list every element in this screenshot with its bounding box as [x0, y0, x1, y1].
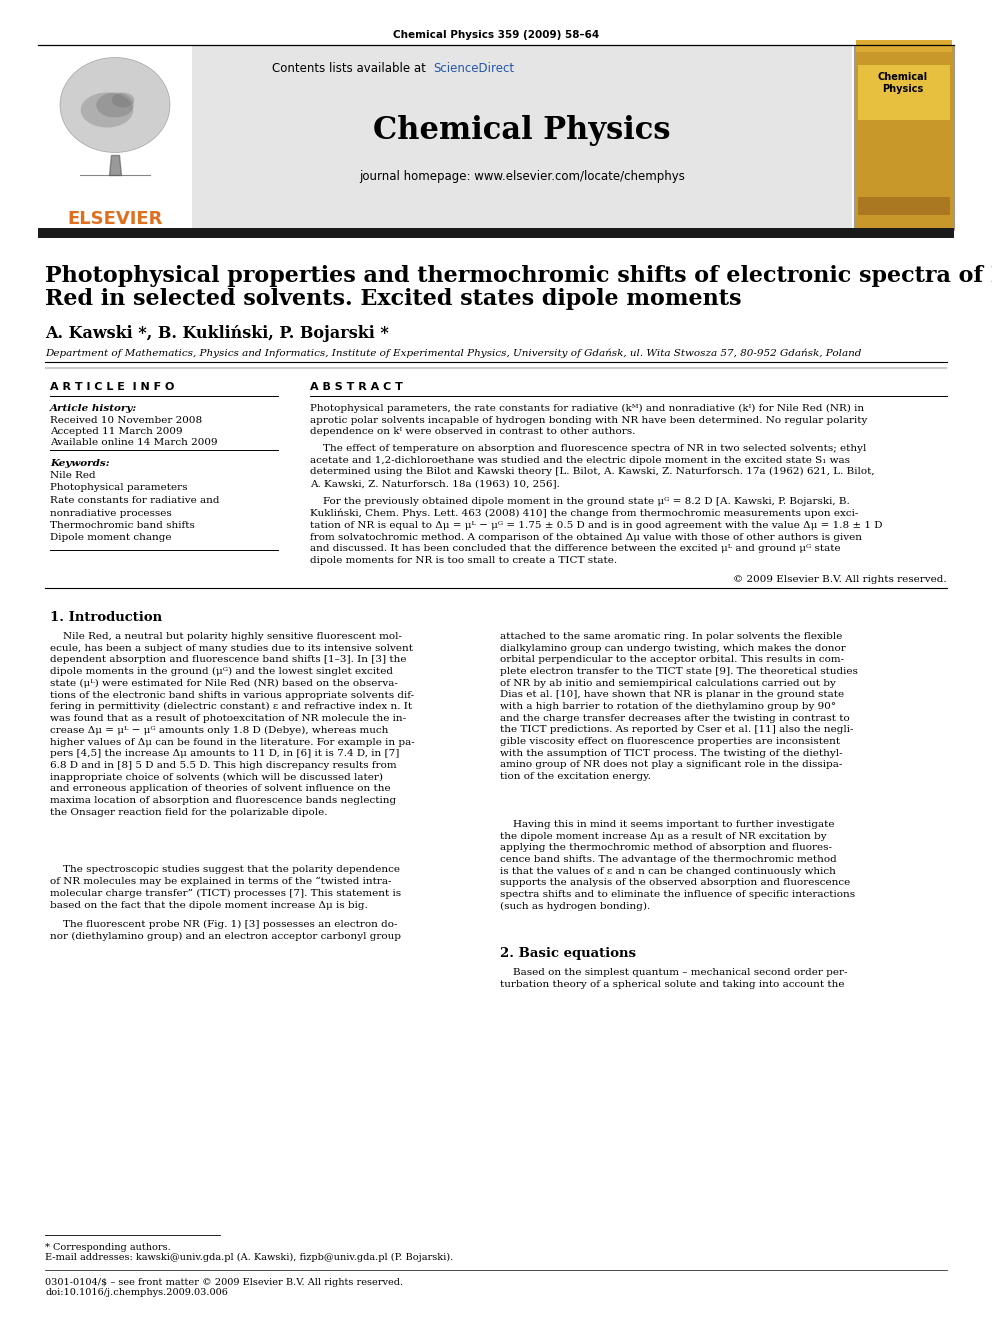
Text: Thermochromic band shifts: Thermochromic band shifts	[50, 521, 194, 531]
Text: attached to the same aromatic ring. In polar solvents the flexible
dialkylamino : attached to the same aromatic ring. In p…	[500, 632, 858, 781]
Text: Article history:: Article history:	[50, 404, 137, 413]
Text: ScienceDirect: ScienceDirect	[433, 62, 514, 75]
Text: Received 10 November 2008: Received 10 November 2008	[50, 415, 202, 425]
Ellipse shape	[96, 93, 134, 118]
Ellipse shape	[60, 57, 170, 152]
Text: E-mail addresses: kawski@univ.gda.pl (A. Kawski), fizpb@univ.gda.pl (P. Bojarski: E-mail addresses: kawski@univ.gda.pl (A.…	[45, 1253, 453, 1262]
Text: For the previously obtained dipole moment in the ground state μᴳ = 8.2 D [A. Kaw: For the previously obtained dipole momen…	[310, 497, 883, 565]
Text: Red in selected solvents. Excited states dipole moments: Red in selected solvents. Excited states…	[45, 288, 741, 310]
Text: The fluorescent probe NR (Fig. 1) [3] possesses an electron do-
nor (diethylamin: The fluorescent probe NR (Fig. 1) [3] po…	[50, 919, 401, 941]
Text: Having this in mind it seems important to further investigate
the dipole moment : Having this in mind it seems important t…	[500, 820, 855, 910]
Text: The effect of temperature on absorption and fluorescence spectra of NR in two se: The effect of temperature on absorption …	[310, 445, 875, 488]
Text: Photophysical parameters: Photophysical parameters	[50, 483, 187, 492]
Text: Chemical Physics: Chemical Physics	[373, 115, 671, 146]
Text: doi:10.1016/j.chemphys.2009.03.006: doi:10.1016/j.chemphys.2009.03.006	[45, 1289, 228, 1297]
Bar	[192, 45, 852, 230]
Text: A B S T R A C T: A B S T R A C T	[310, 382, 403, 392]
Text: nonradiative processes: nonradiative processes	[50, 508, 172, 517]
Text: 0301-0104/$ – see front matter © 2009 Elsevier B.V. All rights reserved.: 0301-0104/$ – see front matter © 2009 El…	[45, 1278, 403, 1287]
Text: ELSEVIER: ELSEVIER	[67, 210, 163, 228]
Text: 1. Introduction: 1. Introduction	[50, 611, 162, 624]
Text: © 2009 Elsevier B.V. All rights reserved.: © 2009 Elsevier B.V. All rights reserved…	[733, 576, 947, 583]
Bar	[38, 45, 192, 230]
Text: Chemical Physics 359 (2009) 58–64: Chemical Physics 359 (2009) 58–64	[393, 30, 599, 40]
Text: A R T I C L E  I N F O: A R T I C L E I N F O	[50, 382, 175, 392]
Text: Chemical
Physics: Chemical Physics	[878, 71, 929, 94]
Text: The spectroscopic studies suggest that the polarity dependence
of NR molecules m: The spectroscopic studies suggest that t…	[50, 865, 401, 910]
Text: Photophysical properties and thermochromic shifts of electronic spectra of Nile: Photophysical properties and thermochrom…	[45, 265, 992, 287]
Text: Nile Red: Nile Red	[50, 471, 95, 480]
Text: Nile Red, a neutral but polarity highly sensitive fluorescent mol-
ecule, has be: Nile Red, a neutral but polarity highly …	[50, 632, 415, 816]
Text: Based on the simplest quantum – mechanical second order per-
turbation theory of: Based on the simplest quantum – mechanic…	[500, 968, 847, 988]
Text: Rate constants for radiative and: Rate constants for radiative and	[50, 496, 219, 505]
Bar	[858, 65, 950, 120]
Bar	[854, 45, 954, 230]
Text: Contents lists available at: Contents lists available at	[273, 62, 430, 75]
Bar	[856, 40, 952, 52]
Bar	[38, 228, 954, 238]
Bar	[858, 197, 950, 216]
Text: Dipole moment change: Dipole moment change	[50, 533, 172, 542]
Text: Keywords:: Keywords:	[50, 459, 110, 468]
Text: Department of Mathematics, Physics and Informatics, Institute of Experimental Ph: Department of Mathematics, Physics and I…	[45, 348, 861, 357]
Text: 2. Basic equations: 2. Basic equations	[500, 947, 636, 960]
Text: * Corresponding authors.: * Corresponding authors.	[45, 1244, 171, 1252]
Text: A. Kawski *, B. Kukliński, P. Bojarski *: A. Kawski *, B. Kukliński, P. Bojarski *	[45, 325, 389, 343]
Ellipse shape	[80, 93, 133, 127]
Ellipse shape	[112, 93, 134, 107]
Text: journal homepage: www.elsevier.com/locate/chemphys: journal homepage: www.elsevier.com/locat…	[359, 169, 684, 183]
Text: Accepted 11 March 2009: Accepted 11 March 2009	[50, 427, 183, 437]
Text: Photophysical parameters, the rate constants for radiative (kᴹ) and nonradiative: Photophysical parameters, the rate const…	[310, 404, 867, 437]
Text: Available online 14 March 2009: Available online 14 March 2009	[50, 438, 217, 447]
